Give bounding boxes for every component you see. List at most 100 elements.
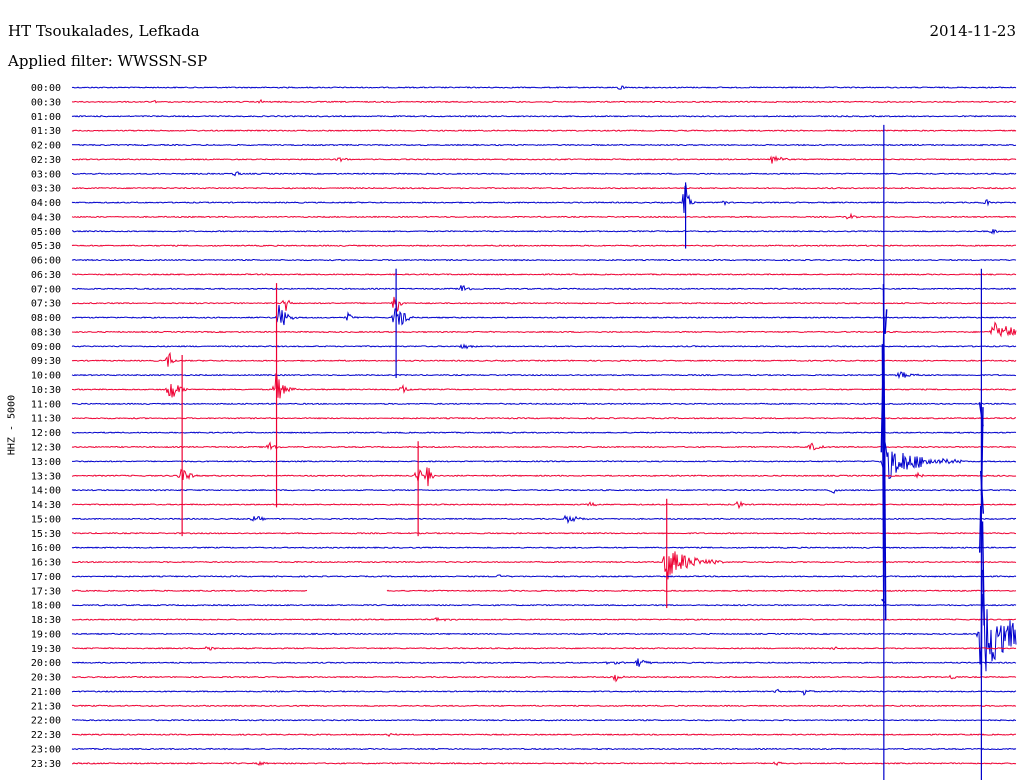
trace-line (71, 441, 1017, 451)
trace-line (71, 674, 1017, 683)
time-tick-label: 06:00 (31, 256, 61, 267)
time-tick-label: 01:00 (31, 112, 61, 123)
trace-line (71, 718, 1016, 722)
time-tick-label: 03:30 (31, 184, 61, 195)
time-tick-label: 22:00 (31, 716, 61, 727)
time-tick-label: 20:00 (31, 658, 61, 669)
time-tick-label: 08:00 (31, 313, 61, 324)
trace-line (71, 593, 1017, 672)
trace-line (386, 589, 1017, 593)
event-spike (881, 344, 885, 607)
trace-line (71, 488, 1016, 494)
time-tick-label: 03:00 (31, 169, 61, 180)
trace-line (71, 514, 1017, 525)
time-tick-label: 20:30 (31, 673, 61, 684)
time-tick-label: 07:30 (31, 299, 61, 310)
time-tick-label: 16:00 (31, 543, 61, 554)
time-tick-label: 23:30 (31, 759, 61, 770)
time-tick-label: 19:30 (31, 644, 61, 655)
time-tick-label: 11:30 (31, 414, 61, 425)
time-tick-label: 16:30 (31, 558, 61, 569)
time-tick-label: 21:00 (31, 687, 61, 698)
time-tick-label: 13:00 (31, 457, 61, 468)
time-tick-label: 00:30 (31, 97, 61, 108)
time-tick-label: 09:30 (31, 356, 61, 367)
time-tick-label: 00:00 (31, 83, 61, 94)
time-tick-label: 08:30 (31, 327, 61, 338)
event-spike (884, 309, 888, 334)
time-tick-label: 11:00 (31, 399, 61, 410)
record-date: 2014-11-23 (929, 22, 1016, 40)
trace-line (71, 500, 1017, 510)
time-tick-label: 04:00 (31, 198, 61, 209)
time-tick-label: 12:30 (31, 443, 61, 454)
trace-line (71, 546, 1017, 549)
trace-line (71, 531, 1017, 535)
time-tick-label: 12:00 (31, 428, 61, 439)
event-spike (978, 505, 982, 553)
trace-line (71, 244, 1016, 247)
trace-line (71, 747, 1017, 751)
trace-line (72, 296, 1017, 313)
trace-line (71, 114, 1017, 118)
time-tick-label: 13:30 (31, 471, 61, 482)
trace-line (71, 285, 1017, 292)
trace-line (71, 574, 1017, 578)
trace-line (71, 688, 1017, 696)
time-tick-label: 04:30 (31, 212, 61, 223)
trace-line (71, 351, 1017, 367)
trace-line (71, 416, 1016, 420)
station-title: HT Tsoukalades, Lefkada (8, 22, 200, 40)
filter-label: Applied filter: WWSSN-SP (8, 52, 208, 70)
event-spike (980, 407, 984, 496)
trace-line (71, 343, 1017, 350)
time-tick-label: 17:30 (31, 586, 61, 597)
trace-line (71, 155, 1017, 164)
time-tick-label: 19:00 (31, 629, 61, 640)
time-tick-label: 07:00 (31, 284, 61, 295)
time-tick-label: 10:30 (31, 385, 61, 396)
event-spike (981, 521, 985, 626)
trace-line (71, 129, 1017, 132)
time-tick-label: 14:00 (31, 486, 61, 497)
time-tick-label: 15:30 (31, 529, 61, 540)
time-tick-label: 15:00 (31, 514, 61, 525)
time-tick-label: 18:30 (31, 615, 61, 626)
trace-line (71, 373, 1017, 399)
trace-line (71, 402, 1017, 406)
event-spike (882, 284, 887, 621)
trace-line (72, 760, 1017, 767)
trace-line (71, 186, 1017, 190)
trace-line (71, 184, 1017, 214)
trace-line (71, 704, 1017, 708)
trace-line (71, 658, 1017, 667)
time-tick-label: 10:00 (31, 371, 61, 382)
time-tick-label: 14:30 (31, 500, 61, 511)
time-tick-label: 09:00 (31, 342, 61, 353)
time-tick-label: 01:30 (31, 126, 61, 137)
trace-line (71, 258, 1017, 262)
trace-line (71, 467, 1017, 487)
trace-line (71, 589, 308, 592)
trace-line (71, 603, 1017, 607)
trace-line (72, 171, 1017, 177)
time-tick-label: 02:00 (31, 141, 61, 152)
time-tick-label: 05:00 (31, 227, 61, 238)
time-tick-label: 05:30 (31, 241, 61, 252)
time-tick-label: 06:30 (31, 270, 61, 281)
time-tick-label: 18:00 (31, 601, 61, 612)
trace-line (71, 551, 1017, 580)
time-tick-label: 22:30 (31, 730, 61, 741)
time-tick-label: 17:00 (31, 572, 61, 583)
trace-line (71, 305, 1017, 326)
trace-line (71, 85, 1017, 90)
trace-line (71, 229, 1017, 236)
time-tick-label: 23:00 (31, 744, 61, 755)
trace-line (71, 143, 1017, 147)
trace-line (72, 646, 1017, 651)
trace-line (71, 732, 1016, 738)
trace-line (72, 441, 1017, 480)
trace-line (71, 616, 1017, 622)
